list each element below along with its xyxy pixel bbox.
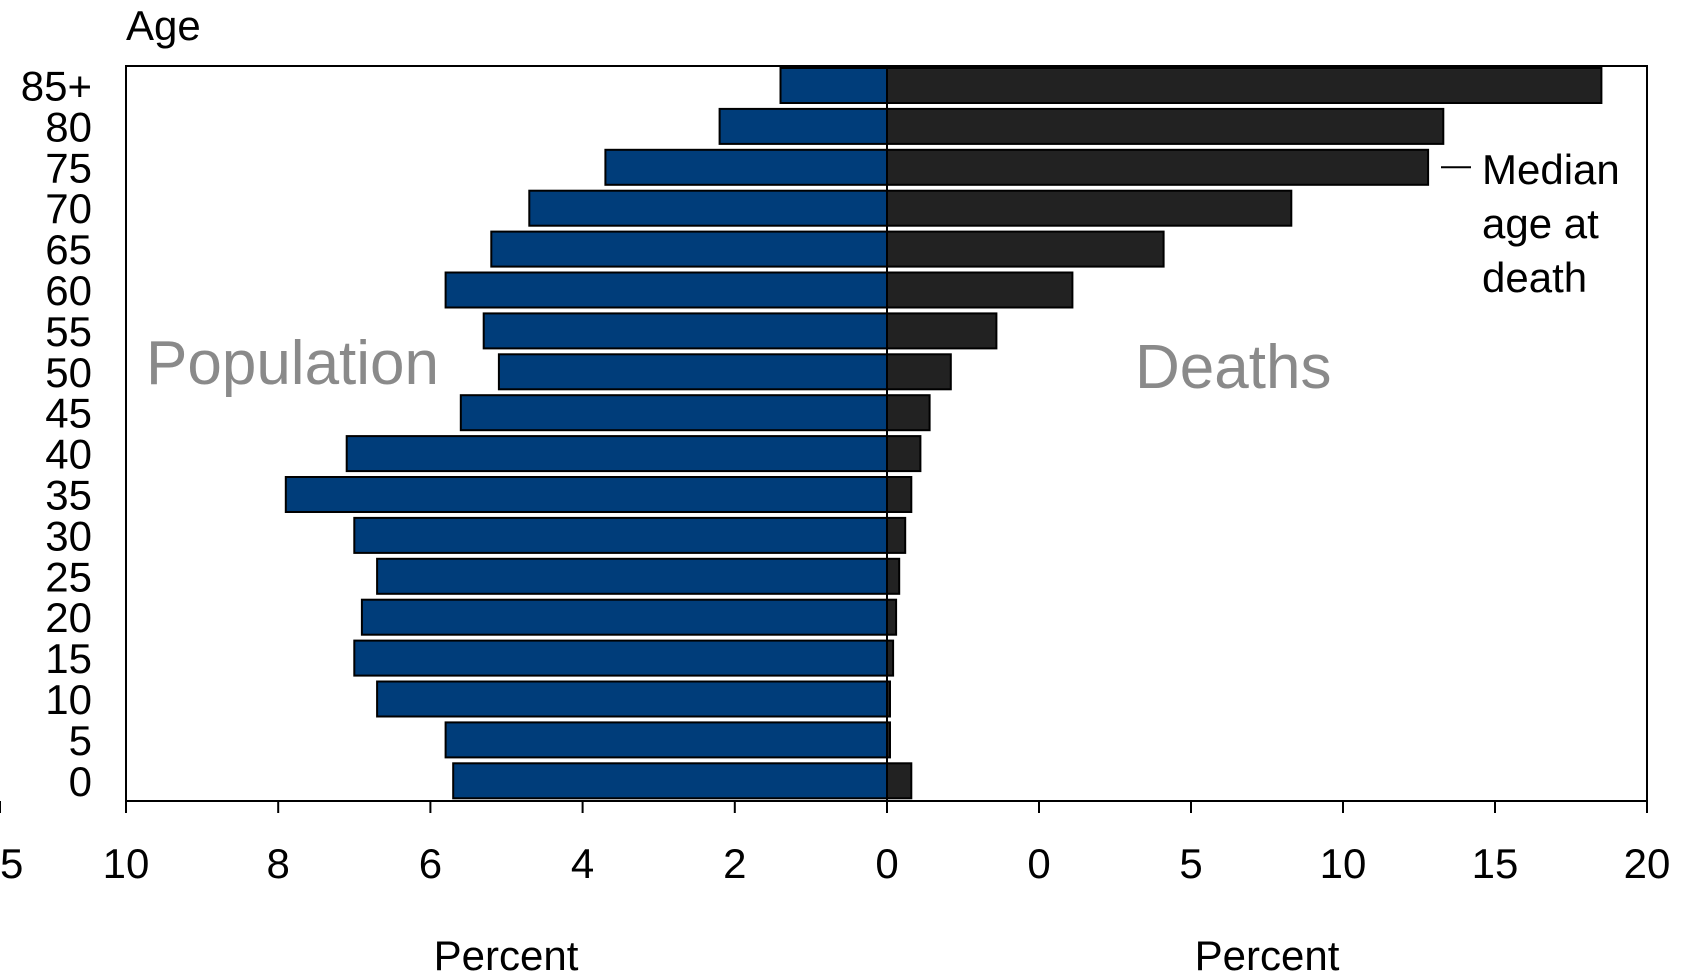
population-tick-label-2: 2 bbox=[723, 840, 746, 887]
age-tick-label-40: 40 bbox=[45, 431, 92, 478]
deaths-bars bbox=[886, 67, 1603, 800]
population-bars bbox=[284, 67, 889, 800]
deaths-panel-label: Deaths bbox=[1135, 333, 1331, 402]
population-tick-label-6: 6 bbox=[419, 840, 442, 887]
age-tick-label-10: 10 bbox=[45, 676, 92, 723]
population-bar-80 bbox=[718, 107, 888, 145]
population-bar-60 bbox=[444, 271, 888, 309]
population-bar-75 bbox=[604, 148, 889, 186]
age-tick-label-55: 55 bbox=[45, 308, 92, 355]
population-bar-10 bbox=[376, 680, 888, 718]
age-tick-label-30: 30 bbox=[45, 512, 92, 559]
deaths-bar-65 bbox=[886, 230, 1165, 268]
population-bar-5 bbox=[444, 721, 888, 759]
deaths-bar-35 bbox=[886, 476, 913, 513]
age-tick-label-25: 25 bbox=[45, 553, 92, 600]
deaths-tick-label-10: 10 bbox=[1320, 840, 1367, 887]
population-x-ticks: 10 8 6 4 2 0 bbox=[103, 801, 899, 887]
deaths-bar-75 bbox=[886, 148, 1430, 186]
age-tick-label-45: 45 bbox=[45, 390, 92, 437]
age-tick-label-35: 35 bbox=[45, 472, 92, 519]
population-bar-25 bbox=[376, 557, 888, 595]
median-annotation-line-1: Median bbox=[1482, 146, 1620, 193]
deaths-tick-label-5: 5 bbox=[1179, 840, 1202, 887]
age-tick-label-65: 65 bbox=[45, 226, 92, 273]
deaths-bar-20 bbox=[886, 598, 898, 636]
age-tick-label-70: 70 bbox=[45, 185, 92, 232]
population-bar-65 bbox=[490, 230, 888, 268]
deaths-bar-80 bbox=[886, 107, 1445, 145]
y-axis-title: Age bbox=[126, 2, 201, 49]
deaths-tick-label-0: 0 bbox=[1027, 840, 1050, 887]
deaths-tick-label-15: 15 bbox=[1472, 840, 1519, 887]
age-tick-label-50: 50 bbox=[45, 349, 92, 396]
age-tick-label-80: 80 bbox=[45, 103, 92, 150]
population-bar-15 bbox=[353, 639, 888, 677]
population-x-axis-title: Percent bbox=[434, 932, 579, 972]
age-tick-label-20: 20 bbox=[45, 594, 92, 641]
deaths-tick-label-25: 25 bbox=[0, 840, 23, 887]
population-bar-35 bbox=[284, 476, 888, 513]
population-bar-40 bbox=[345, 435, 888, 473]
deaths-bar-0 bbox=[886, 762, 913, 800]
population-bar-85+ bbox=[779, 67, 888, 104]
population-tick-label-4: 4 bbox=[571, 840, 594, 887]
age-tick-label-5: 5 bbox=[69, 717, 92, 764]
population-bar-45 bbox=[459, 394, 888, 432]
deaths-bar-55 bbox=[886, 312, 998, 350]
population-bar-20 bbox=[360, 598, 888, 636]
population-tick-label-10: 10 bbox=[103, 840, 150, 887]
deaths-bar-25 bbox=[886, 557, 901, 595]
deaths-bar-45 bbox=[886, 394, 931, 432]
age-tick-label-75: 75 bbox=[45, 144, 92, 191]
population-bar-0 bbox=[452, 762, 888, 800]
deaths-bar-60 bbox=[886, 271, 1074, 309]
age-tick-label-60: 60 bbox=[45, 267, 92, 314]
deaths-bar-30 bbox=[886, 516, 907, 554]
population-tick-label-0: 0 bbox=[875, 840, 898, 887]
population-bar-30 bbox=[353, 516, 888, 554]
deaths-bar-85+ bbox=[886, 67, 1603, 104]
median-annotation-line-3: death bbox=[1482, 254, 1587, 301]
population-panel-label: Population bbox=[146, 329, 439, 398]
population-tick-label-8: 8 bbox=[267, 840, 290, 887]
deaths-bar-70 bbox=[886, 189, 1293, 227]
deaths-bar-40 bbox=[886, 435, 922, 473]
population-bar-50 bbox=[497, 353, 888, 391]
age-tick-label-15: 15 bbox=[45, 635, 92, 682]
median-annotation-line-2: age at bbox=[1482, 200, 1599, 247]
deaths-bar-50 bbox=[886, 353, 952, 391]
deaths-tick-label-20: 20 bbox=[1624, 840, 1671, 887]
age-tick-label-0: 0 bbox=[69, 758, 92, 805]
age-tick-label-85+: 85+ bbox=[21, 63, 92, 110]
deaths-x-axis-title: Percent bbox=[1195, 932, 1340, 972]
population-bar-70 bbox=[528, 189, 888, 227]
population-bar-55 bbox=[482, 312, 888, 350]
